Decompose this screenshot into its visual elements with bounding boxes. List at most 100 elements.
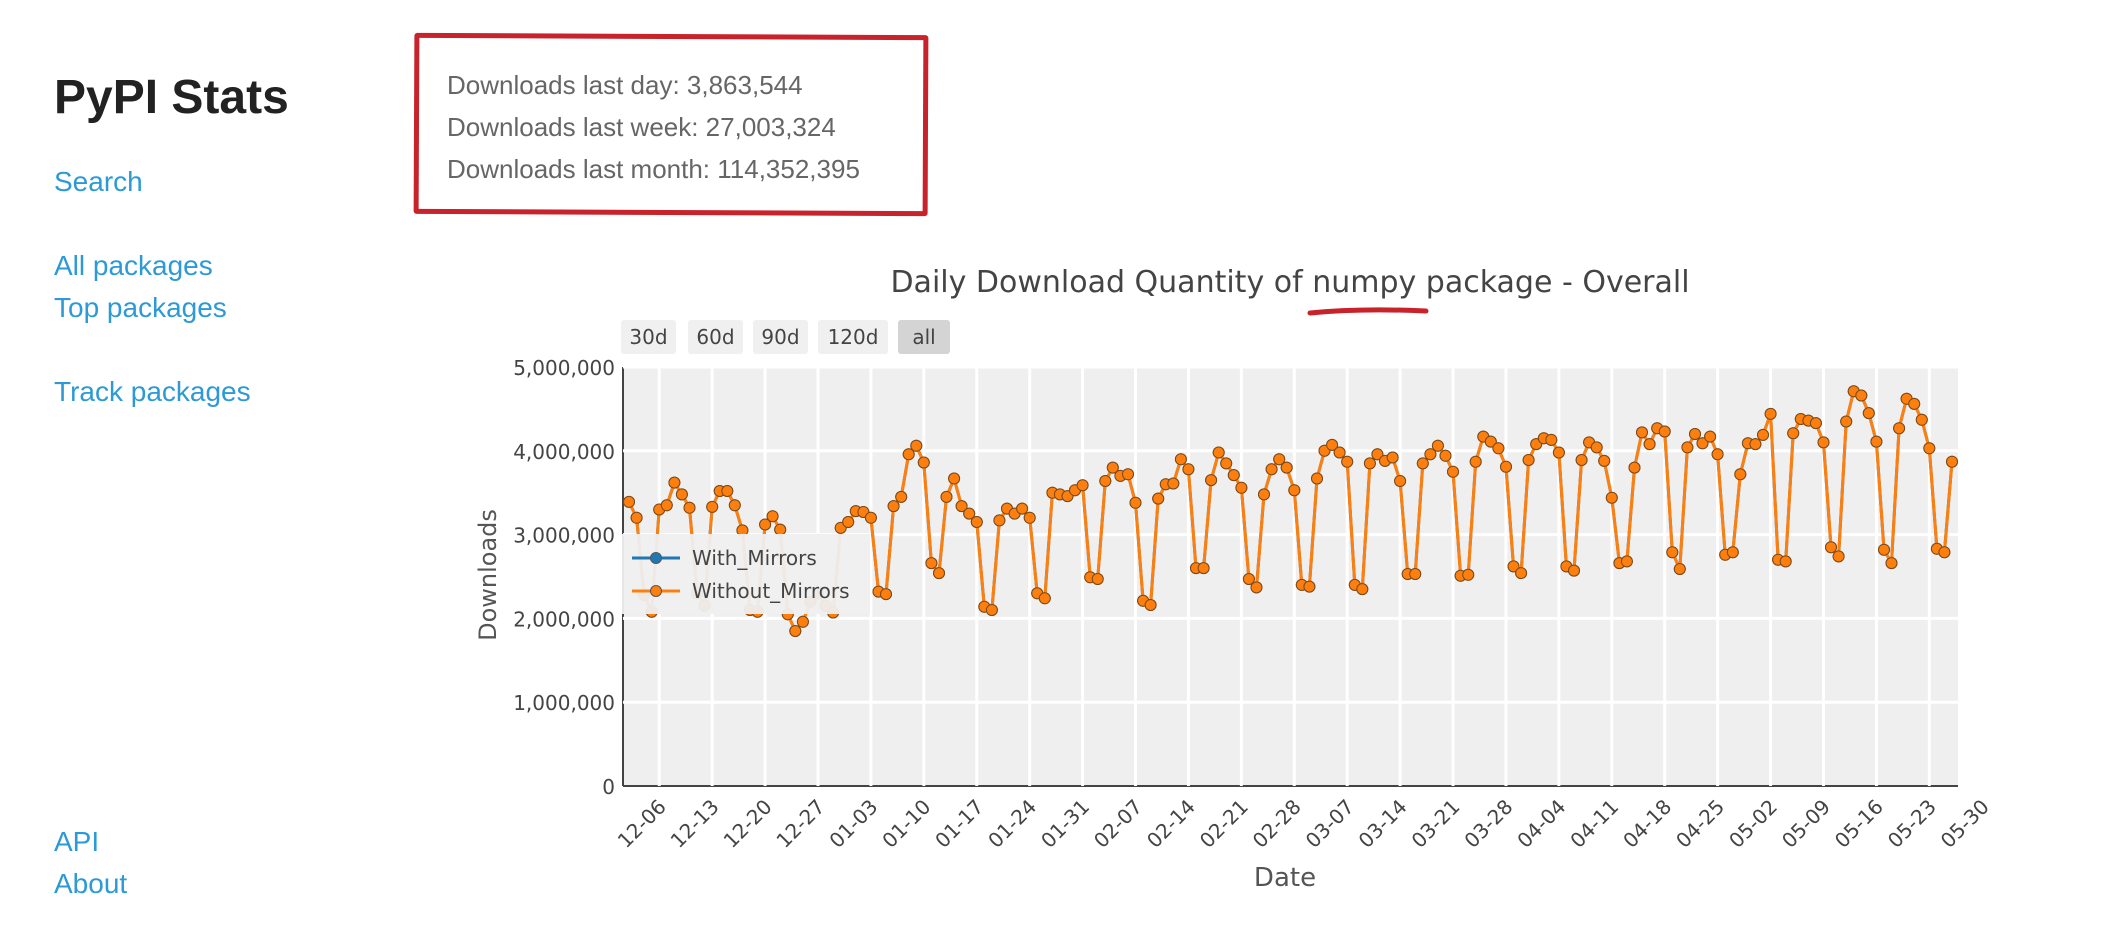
range-button-all[interactable]: all [898, 320, 950, 354]
x-tick-label: 12-06 [613, 795, 671, 853]
legend-swatch-marker [650, 552, 662, 564]
data-point [1862, 407, 1875, 420]
x-tick-label: 05-30 [1936, 795, 1994, 853]
data-point [1439, 449, 1452, 462]
y-tick-label: 2,000,000 [513, 607, 615, 631]
nav-link-search[interactable]: Search [54, 166, 143, 197]
x-tick-label: 04-25 [1671, 795, 1729, 853]
data-point [623, 495, 635, 508]
data-point [1515, 567, 1528, 580]
nav-link-top-packages[interactable]: Top packages [54, 292, 227, 323]
downloads-last-week: Downloads last week: 27,003,324 [447, 112, 836, 142]
data-point [1734, 468, 1747, 481]
data-point [940, 490, 953, 503]
data-point [1424, 448, 1437, 461]
data-point [1212, 446, 1225, 459]
data-point [902, 448, 915, 461]
range-button-bg [818, 320, 888, 354]
data-point [895, 490, 908, 503]
x-tick-label: 12-20 [719, 795, 777, 853]
data-point [933, 567, 945, 580]
series-without-mirrors [623, 385, 1958, 637]
y-axis-label: Downloads [474, 509, 502, 641]
data-point [970, 516, 983, 528]
data-point [1152, 492, 1165, 505]
data-point [925, 557, 938, 570]
data-point [1492, 442, 1505, 455]
data-point [1636, 426, 1648, 439]
data-point [1923, 442, 1936, 455]
data-point [917, 456, 930, 469]
nav-link-track-packages[interactable]: Track packages [54, 376, 251, 407]
data-point [963, 507, 976, 520]
data-point [1311, 472, 1323, 485]
data-point [1938, 546, 1951, 559]
data-point [1500, 460, 1512, 473]
y-tick-label: 1,000,000 [513, 691, 615, 715]
x-tick-label: 01-24 [983, 795, 1041, 853]
data-point [1469, 455, 1482, 468]
data-point [880, 588, 892, 601]
data-point [1416, 457, 1429, 470]
data-point [1575, 454, 1588, 466]
x-tick-label: 04-18 [1618, 795, 1676, 853]
range-button-90d[interactable]: 90d [753, 320, 808, 354]
downloads-last-month: Downloads last month: 114,352,395 [447, 154, 860, 184]
data-point [1658, 425, 1671, 438]
range-button-60d[interactable]: 60d [688, 320, 743, 354]
data-point [1220, 457, 1233, 470]
data-point [1620, 555, 1633, 568]
data-point [1855, 389, 1868, 402]
legend-label: With_Mirrors [692, 546, 817, 570]
data-point [1757, 428, 1769, 441]
chart-title-package: numpy [1312, 265, 1416, 300]
nav-link-all-packages[interactable]: All packages [54, 250, 213, 281]
x-tick-label: 03-21 [1407, 795, 1465, 853]
data-point [1605, 491, 1618, 504]
data-point [1326, 438, 1339, 451]
x-tick-label: 02-07 [1089, 795, 1147, 853]
data-point [1280, 461, 1293, 474]
data-point [1431, 439, 1444, 452]
legend-label: Without_Mirrors [692, 579, 850, 603]
data-point [948, 472, 961, 485]
nav-link-api[interactable]: API [54, 826, 100, 857]
data-point [759, 518, 772, 531]
data-point [1258, 488, 1270, 501]
data-point [1386, 451, 1399, 464]
data-point [1870, 435, 1883, 448]
chart-title: Daily Download Quantity of numpy package… [890, 265, 1689, 300]
data-point [1809, 417, 1822, 430]
data-point [1447, 465, 1459, 478]
data-point [1885, 557, 1898, 570]
nav-link-about[interactable]: About [54, 868, 128, 899]
range-button-bg [753, 320, 808, 354]
data-point [1704, 430, 1717, 443]
range-selector: 30d 60d 90d 120d all [621, 320, 950, 354]
data-point [1484, 435, 1497, 448]
data-point [1915, 413, 1928, 426]
range-button-30d[interactable]: 30d [621, 320, 676, 354]
data-point [1643, 438, 1656, 451]
data-point [1091, 573, 1104, 585]
data-point [1356, 583, 1369, 596]
data-point [1182, 463, 1195, 476]
y-tick-label: 5,000,000 [513, 356, 615, 380]
y-tick-labels: 0 1,000,000 2,000,000 3,000,000 4,000,000 5,0… [513, 356, 615, 799]
range-button-bg [621, 320, 676, 354]
x-tick-label: 05-23 [1883, 795, 1941, 853]
range-button-bg [898, 320, 950, 354]
data-point [1696, 437, 1709, 450]
data-point [1568, 564, 1580, 577]
data-point [1832, 550, 1845, 563]
data-point [1099, 475, 1112, 487]
x-tick-label: 05-16 [1830, 795, 1888, 853]
range-button-120d[interactable]: 120d [818, 320, 888, 354]
data-point [1129, 496, 1142, 509]
x-tick-label: 01-17 [930, 795, 988, 853]
data-point [1628, 461, 1641, 474]
site-title[interactable]: PyPI Stats [54, 71, 289, 124]
x-tick-labels: 12-0612-1312-2012-2701-0301-1001-1701-24… [613, 795, 1994, 853]
data-point [887, 500, 900, 513]
